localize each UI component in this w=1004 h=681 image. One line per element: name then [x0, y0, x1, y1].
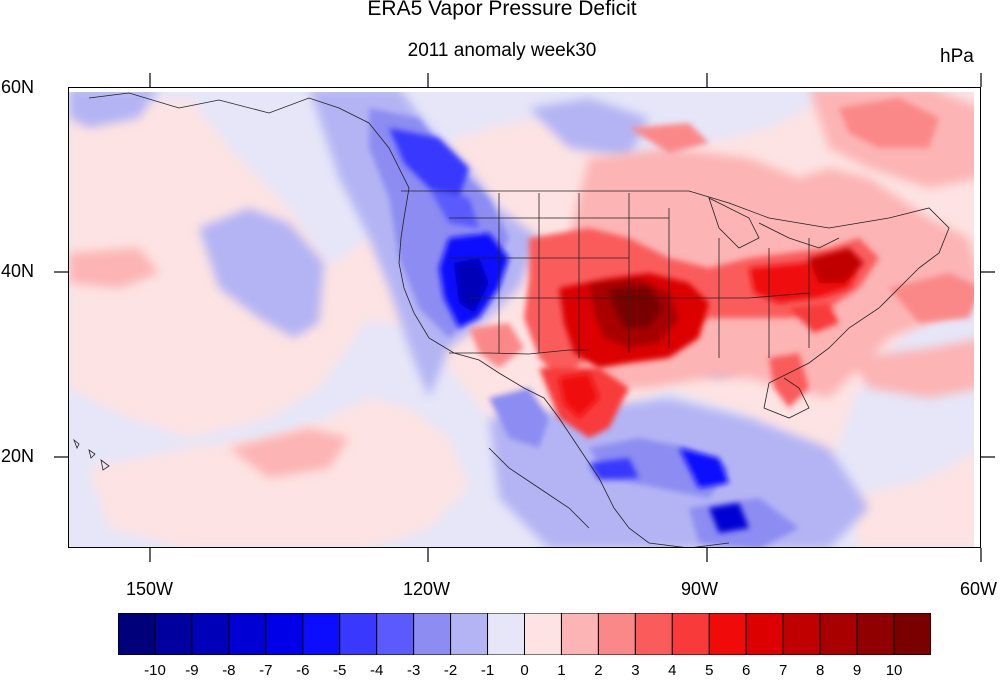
colorbar-label: 10 [885, 662, 903, 679]
colorbar-swatch [893, 613, 931, 655]
colorbar-label: 9 [852, 662, 862, 679]
colorbar-swatch [339, 613, 378, 655]
colorbar-swatch [228, 613, 267, 655]
colorbar-swatch [782, 613, 821, 655]
colorbar-label: -10 [144, 662, 166, 679]
colorbar-swatch [745, 613, 784, 655]
lon-label-150w: 150W [126, 579, 174, 599]
colorbar-swatch [708, 613, 747, 655]
colorbar-label: 2 [594, 662, 603, 679]
lon-label-120w: 120W [403, 579, 451, 599]
lat-label-20n: 20N [1, 446, 35, 466]
colorbar-label: -2 [443, 662, 458, 679]
colorbar-swatch [524, 613, 562, 655]
lat-label-40n: 40N [1, 261, 35, 281]
positive-anomaly-extreme [559, 248, 864, 418]
colorbar-swatch [118, 613, 156, 655]
colorbar-label: 1 [557, 662, 566, 679]
map-panel [68, 87, 981, 548]
colorbar-swatch [856, 613, 895, 655]
colorbar-swatch [819, 613, 858, 655]
colorbar-swatch [671, 613, 710, 655]
colorbar-swatch [154, 613, 193, 655]
colorbar [118, 613, 931, 655]
colorbar-label: 4 [668, 662, 677, 679]
colorbar-label: -5 [333, 662, 347, 679]
vpd-anomaly-map [69, 88, 980, 547]
colorbar-swatch [634, 613, 673, 655]
colorbar-label: 6 [742, 662, 751, 679]
colorbar-label: 5 [705, 662, 714, 679]
colorbar-label: -3 [406, 662, 421, 679]
lat-label-60n: 60N [1, 77, 35, 97]
subtitle: 2011 anomaly week30 [407, 40, 597, 61]
political-boundaries [88, 92, 950, 547]
colorbar-label: -9 [185, 662, 199, 679]
colorbar-swatch [265, 613, 304, 655]
colorbar-swatch [302, 613, 341, 655]
colorbar-label: -7 [259, 662, 273, 679]
colorbar-label: -1 [480, 662, 495, 679]
missing-data-edge [974, 88, 980, 547]
main-title: ERA5 Vapor Pressure Deficit [367, 0, 637, 20]
lon-label-60w: 60W [960, 579, 998, 599]
colorbar-swatch [376, 613, 415, 655]
colorbar-swatch [450, 613, 489, 655]
colorbar-swatch [413, 613, 452, 655]
colorbar-label: 7 [779, 662, 788, 679]
colorbar-swatch [560, 613, 599, 655]
colorbar-label: -6 [296, 662, 310, 679]
missing-data-top [69, 88, 980, 92]
colorbar-label: -4 [370, 662, 384, 679]
hawaii-islands [73, 438, 110, 471]
colorbar-swatch [597, 613, 636, 655]
colorbar-swatch [191, 613, 230, 655]
colorbar-label: 0 [520, 662, 529, 679]
colorbar-swatch [487, 613, 525, 655]
units-label: hPa [940, 46, 974, 67]
colorbar-label: 8 [815, 662, 825, 679]
colorbar-label: -8 [222, 662, 236, 679]
lon-label-90w: 90W [681, 579, 719, 599]
colorbar-label: 3 [631, 662, 640, 679]
